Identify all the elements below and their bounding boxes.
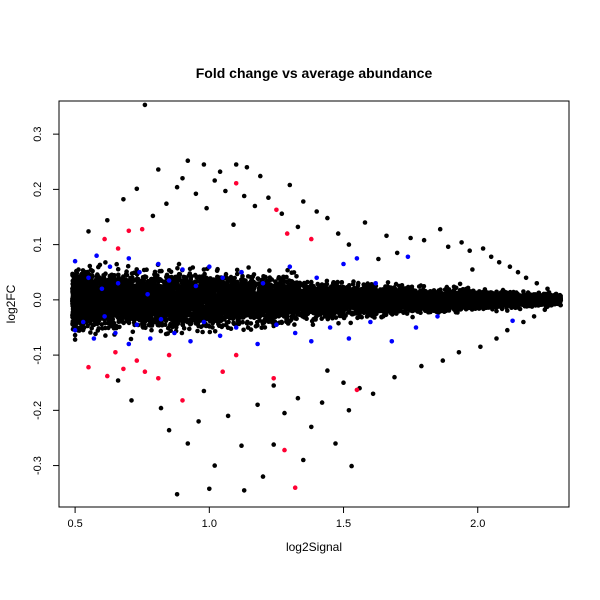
cloud-point [176, 261, 182, 267]
cloud-point [246, 265, 251, 270]
cloud-point [96, 264, 101, 270]
cloud-point [256, 313, 262, 319]
cloud-point [248, 321, 254, 326]
cloud-point [273, 279, 278, 284]
chart-title: Fold change vs average abundance [196, 65, 433, 81]
cloud-point [348, 320, 354, 326]
cloud-point [72, 332, 78, 338]
cloud-point [157, 268, 162, 274]
cloud-point [350, 281, 356, 287]
cloud-point [262, 325, 268, 330]
cloud-point [195, 328, 200, 334]
cloud-point [294, 274, 299, 279]
cloud-point [267, 268, 272, 273]
cloud-point [457, 281, 463, 287]
cloud-point [494, 308, 499, 314]
cloud-point [180, 322, 186, 328]
cloud-point [87, 263, 93, 269]
cloud-point [162, 322, 168, 328]
cloud-point [212, 329, 218, 334]
cloud-point [103, 260, 108, 265]
cloud-point [128, 336, 134, 342]
cloud-point [168, 328, 173, 334]
cloud-point [130, 329, 136, 335]
cloud-point [310, 322, 316, 328]
cloud-point [240, 319, 245, 325]
cloud-point [175, 266, 180, 271]
cloud-point [103, 325, 108, 331]
cloud-point [95, 328, 101, 333]
cloud-point [241, 327, 246, 333]
cloud-point [72, 337, 78, 342]
cloud-point [234, 271, 240, 277]
cloud-point [521, 289, 526, 294]
points-layer [70, 102, 564, 497]
cloud-point [200, 329, 205, 335]
cloud-point [158, 328, 164, 334]
cloud-point [339, 280, 345, 285]
cloud-point [288, 317, 294, 323]
cloud-point [319, 316, 325, 322]
cloud-point [93, 331, 98, 337]
cloud-point [356, 280, 361, 286]
cloud-point [410, 314, 415, 320]
